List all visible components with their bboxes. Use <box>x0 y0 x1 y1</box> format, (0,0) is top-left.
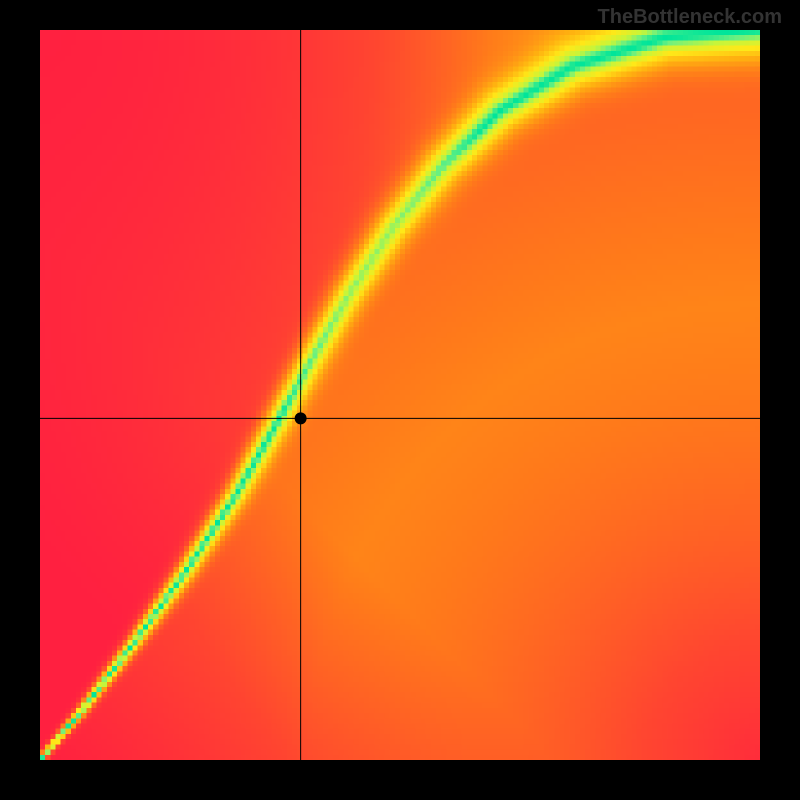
heatmap-canvas <box>40 30 760 760</box>
watermark-text: TheBottleneck.com <box>598 6 782 29</box>
chart-container: TheBottleneck.com <box>0 0 800 800</box>
